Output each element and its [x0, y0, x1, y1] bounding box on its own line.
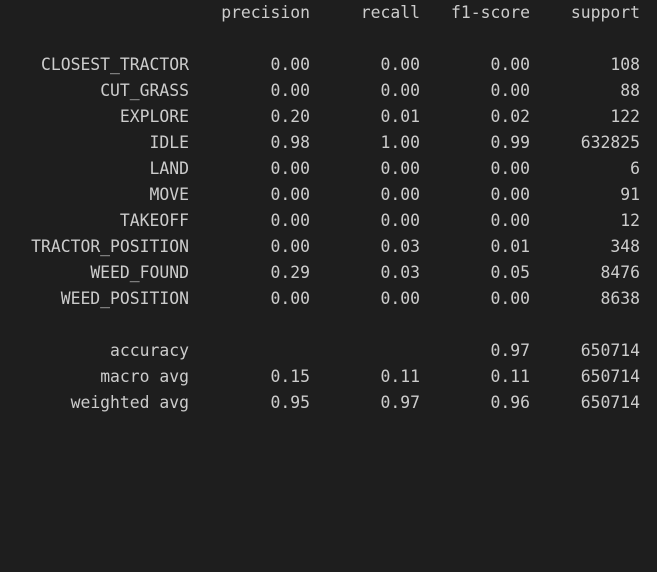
- row-precision: 0.00: [270, 55, 310, 74]
- row-recall: 0.03: [380, 263, 420, 282]
- classification-report: precision recall f1-score support CLOSES…: [0, 0, 657, 416]
- accuracy-label: accuracy: [110, 341, 189, 360]
- row-f1-score: 0.00: [490, 81, 530, 100]
- weighted-avg-f1-score: 0.96: [490, 393, 530, 412]
- row-label: IDLE: [149, 133, 189, 152]
- row-recall: 0.03: [380, 237, 420, 256]
- row-recall: 1.00: [380, 133, 420, 152]
- row-label: WEED_POSITION: [60, 289, 189, 308]
- row-label: TAKEOFF: [119, 211, 189, 230]
- row-precision: 0.00: [270, 211, 310, 230]
- table-row: TAKEOFF 0.00 0.00 0.00 12: [0, 208, 657, 234]
- macro-avg-precision: 0.15: [270, 367, 310, 386]
- table-row: LAND 0.00 0.00 0.00 6: [0, 156, 657, 182]
- table-row: WEED_FOUND 0.29 0.03 0.05 8476: [0, 260, 657, 286]
- row-label: TRACTOR_POSITION: [31, 237, 189, 256]
- row-f1-score: 0.00: [490, 289, 530, 308]
- macro-avg-label: macro avg: [100, 367, 189, 386]
- accuracy-f1-score: 0.97: [490, 341, 530, 360]
- table-row: MOVE 0.00 0.00 0.00 91: [0, 182, 657, 208]
- row-f1-score: 0.00: [490, 185, 530, 204]
- accuracy-support: 650714: [580, 341, 640, 360]
- row-f1-score: 0.00: [490, 211, 530, 230]
- row-support: 12: [620, 211, 640, 230]
- accuracy-row: accuracy 0.97 650714: [0, 338, 657, 364]
- row-support: 122: [610, 107, 640, 126]
- macro-avg-f1-score: 0.11: [490, 367, 530, 386]
- macro-avg-row: macro avg 0.15 0.11 0.11 650714: [0, 364, 657, 390]
- row-recall: 0.00: [380, 55, 420, 74]
- header-row: precision recall f1-score support: [0, 0, 657, 26]
- macro-avg-recall: 0.11: [380, 367, 420, 386]
- row-support: 8476: [600, 263, 640, 282]
- table-row: TRACTOR_POSITION 0.00 0.03 0.01 348: [0, 234, 657, 260]
- row-recall: 0.00: [380, 289, 420, 308]
- row-recall: 0.00: [380, 185, 420, 204]
- row-support: 8638: [600, 289, 640, 308]
- weighted-avg-row: weighted avg 0.95 0.97 0.96 650714: [0, 390, 657, 416]
- row-label: CUT_GRASS: [100, 81, 189, 100]
- row-recall: 0.01: [380, 107, 420, 126]
- weighted-avg-recall: 0.97: [380, 393, 420, 412]
- header-f1-score: f1-score: [451, 3, 530, 22]
- header-recall: recall: [360, 3, 420, 22]
- table-row: CUT_GRASS 0.00 0.00 0.00 88: [0, 78, 657, 104]
- table-row: IDLE 0.98 1.00 0.99 632825: [0, 130, 657, 156]
- row-label: WEED_FOUND: [90, 263, 189, 282]
- row-f1-score: 0.01: [490, 237, 530, 256]
- row-support: 6: [630, 159, 640, 178]
- header-support: support: [570, 3, 640, 22]
- macro-avg-support: 650714: [580, 367, 640, 386]
- row-recall: 0.00: [380, 159, 420, 178]
- row-f1-score: 0.00: [490, 159, 530, 178]
- row-precision: 0.00: [270, 81, 310, 100]
- row-support: 108: [610, 55, 640, 74]
- row-f1-score: 0.02: [490, 107, 530, 126]
- row-recall: 0.00: [380, 211, 420, 230]
- row-precision: 0.29: [270, 263, 310, 282]
- row-support: 348: [610, 237, 640, 256]
- header-precision: precision: [221, 3, 310, 22]
- row-precision: 0.20: [270, 107, 310, 126]
- row-precision: 0.00: [270, 237, 310, 256]
- row-precision: 0.00: [270, 289, 310, 308]
- table-row: EXPLORE 0.20 0.01 0.02 122: [0, 104, 657, 130]
- row-precision: 0.00: [270, 159, 310, 178]
- row-f1-score: 0.00: [490, 55, 530, 74]
- row-label: LAND: [149, 159, 189, 178]
- weighted-avg-support: 650714: [580, 393, 640, 412]
- row-f1-score: 0.05: [490, 263, 530, 282]
- row-label: EXPLORE: [119, 107, 189, 126]
- row-precision: 0.00: [270, 185, 310, 204]
- row-precision: 0.98: [270, 133, 310, 152]
- weighted-avg-label: weighted avg: [70, 393, 189, 412]
- table-row: CLOSEST_TRACTOR 0.00 0.00 0.00 108: [0, 52, 657, 78]
- row-f1-score: 0.99: [490, 133, 530, 152]
- row-support: 632825: [580, 133, 640, 152]
- row-support: 88: [620, 81, 640, 100]
- row-label: MOVE: [149, 185, 189, 204]
- row-recall: 0.00: [380, 81, 420, 100]
- weighted-avg-precision: 0.95: [270, 393, 310, 412]
- row-label: CLOSEST_TRACTOR: [40, 55, 189, 74]
- table-row: WEED_POSITION 0.00 0.00 0.00 8638: [0, 286, 657, 312]
- row-support: 91: [620, 185, 640, 204]
